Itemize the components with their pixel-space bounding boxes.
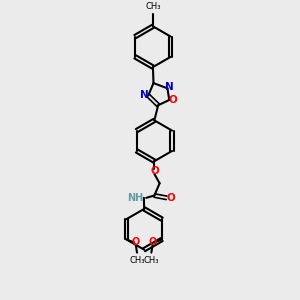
Text: O: O [132,237,140,248]
Text: N: N [140,90,149,100]
Text: O: O [169,95,177,105]
Text: O: O [148,237,157,248]
Text: O: O [150,166,159,176]
Text: NH: NH [127,193,143,203]
Text: CH₃: CH₃ [144,256,159,266]
Text: O: O [166,193,175,203]
Text: N: N [165,82,174,92]
Text: CH₃: CH₃ [129,256,145,266]
Text: CH₃: CH₃ [145,2,161,11]
